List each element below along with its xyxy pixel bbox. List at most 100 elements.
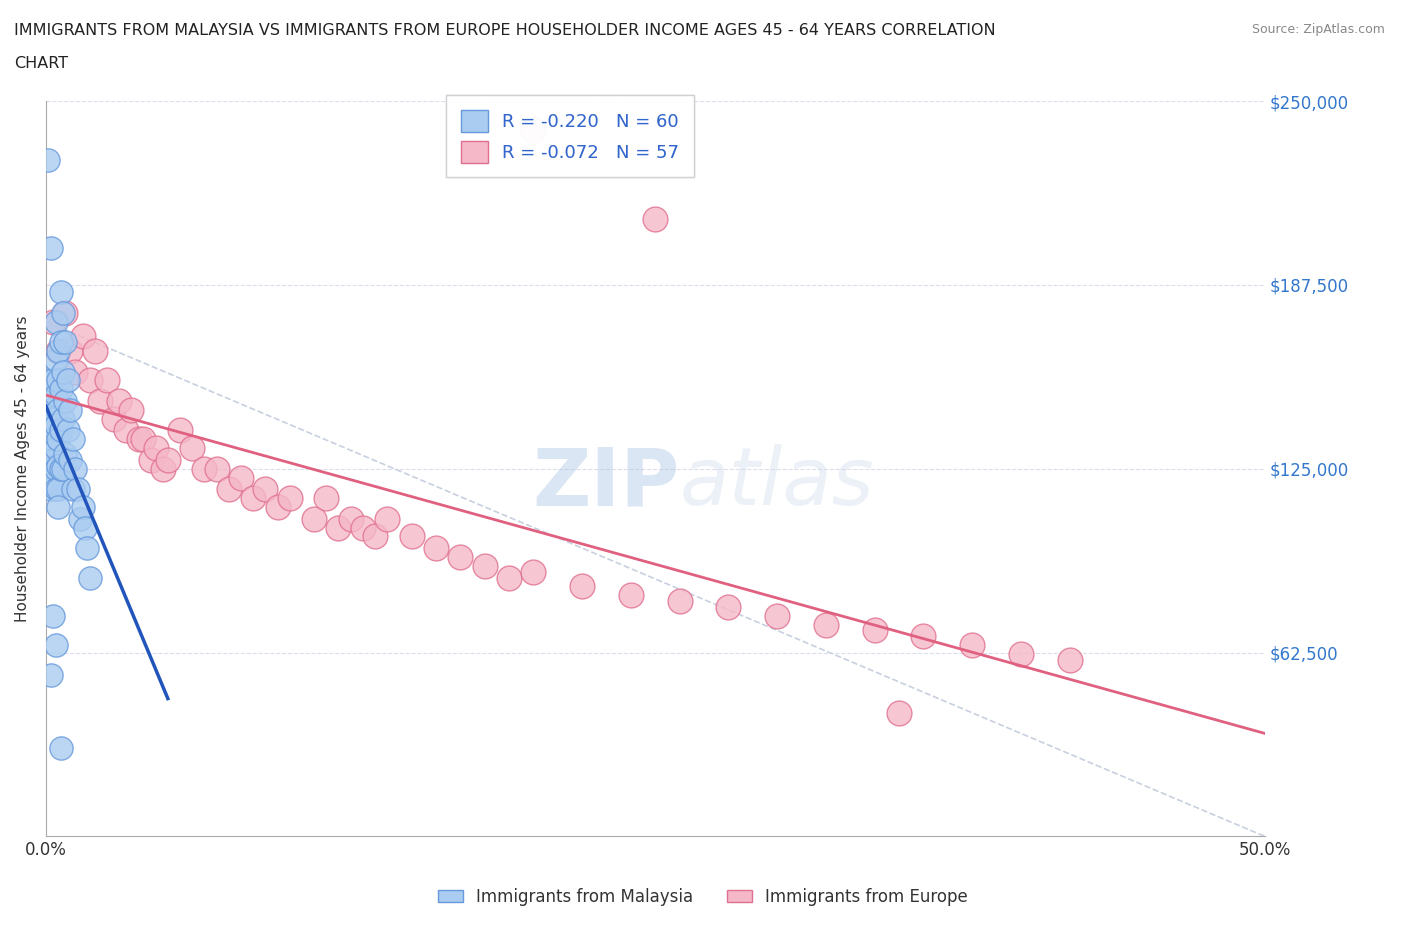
Point — [522, 565, 544, 579]
Point — [45, 441, 67, 456]
Point — [39, 441, 62, 456]
Point — [46, 343, 69, 358]
Point — [425, 540, 447, 555]
Point — [55, 335, 77, 350]
Point — [62, 482, 84, 497]
Point — [254, 482, 277, 497]
Point — [912, 629, 935, 644]
Point — [156, 452, 179, 467]
Point — [37, 452, 59, 467]
Point — [42, 432, 65, 446]
Point — [96, 373, 118, 388]
Text: IMMIGRANTS FROM MALAYSIA VS IMMIGRANTS FROM EUROPE HOUSEHOLDER INCOME AGES 45 - : IMMIGRANTS FROM MALAYSIA VS IMMIGRANTS F… — [14, 23, 995, 38]
Point — [46, 458, 69, 473]
Legend: Immigrants from Malaysia, Immigrants from Europe: Immigrants from Malaysia, Immigrants fro… — [432, 881, 974, 912]
Point — [79, 373, 101, 388]
Point — [242, 491, 264, 506]
Point — [72, 499, 94, 514]
Text: CHART: CHART — [14, 56, 67, 71]
Point — [45, 482, 67, 497]
Point — [229, 470, 252, 485]
Point — [814, 618, 837, 632]
Point — [328, 520, 350, 535]
Point — [42, 608, 65, 623]
Point — [46, 499, 69, 514]
Point — [181, 441, 204, 456]
Point — [49, 740, 72, 755]
Point — [56, 423, 79, 438]
Point — [46, 482, 69, 497]
Point — [45, 314, 67, 329]
Point — [37, 403, 59, 418]
Point — [49, 423, 72, 438]
Point — [339, 512, 361, 526]
Point — [55, 393, 77, 408]
Point — [278, 491, 301, 506]
Point — [218, 482, 240, 497]
Point — [52, 461, 75, 476]
Point — [132, 432, 155, 446]
Point — [46, 373, 69, 388]
Point — [193, 461, 215, 476]
Point — [103, 411, 125, 426]
Point — [49, 335, 72, 350]
Point — [76, 540, 98, 555]
Point — [39, 241, 62, 256]
Text: atlas: atlas — [679, 445, 875, 523]
Point — [145, 441, 167, 456]
Point — [42, 314, 65, 329]
Point — [108, 393, 131, 408]
Point — [352, 520, 374, 535]
Point — [766, 608, 789, 623]
Point — [59, 343, 82, 358]
Point — [42, 452, 65, 467]
Point — [45, 418, 67, 432]
Point — [139, 452, 162, 467]
Point — [960, 638, 983, 653]
Point — [45, 388, 67, 403]
Point — [52, 305, 75, 320]
Point — [39, 667, 62, 682]
Point — [620, 588, 643, 603]
Point — [49, 382, 72, 397]
Point — [668, 593, 690, 608]
Point — [37, 153, 59, 167]
Point — [120, 403, 142, 418]
Text: ZIP: ZIP — [533, 445, 679, 523]
Point — [66, 482, 89, 497]
Point — [49, 285, 72, 299]
Legend: R = -0.220   N = 60, R = -0.072   N = 57: R = -0.220 N = 60, R = -0.072 N = 57 — [446, 96, 693, 178]
Point — [45, 461, 67, 476]
Point — [59, 452, 82, 467]
Point — [42, 476, 65, 491]
Point — [45, 638, 67, 653]
Point — [59, 403, 82, 418]
Point — [205, 461, 228, 476]
Point — [717, 600, 740, 615]
Point — [42, 411, 65, 426]
Point — [1059, 653, 1081, 668]
Point — [73, 520, 96, 535]
Point — [115, 423, 138, 438]
Point — [79, 570, 101, 585]
Point — [65, 461, 87, 476]
Point — [474, 558, 496, 573]
Point — [887, 705, 910, 720]
Point — [42, 373, 65, 388]
Point — [56, 373, 79, 388]
Point — [39, 461, 62, 476]
Point — [46, 343, 69, 358]
Point — [52, 411, 75, 426]
Point — [644, 211, 666, 226]
Point — [52, 365, 75, 379]
Point — [42, 393, 65, 408]
Point — [449, 550, 471, 565]
Point — [37, 373, 59, 388]
Point — [89, 393, 111, 408]
Point — [46, 432, 69, 446]
Point — [45, 352, 67, 367]
Point — [37, 423, 59, 438]
Point — [1010, 646, 1032, 661]
Point — [169, 423, 191, 438]
Point — [863, 623, 886, 638]
